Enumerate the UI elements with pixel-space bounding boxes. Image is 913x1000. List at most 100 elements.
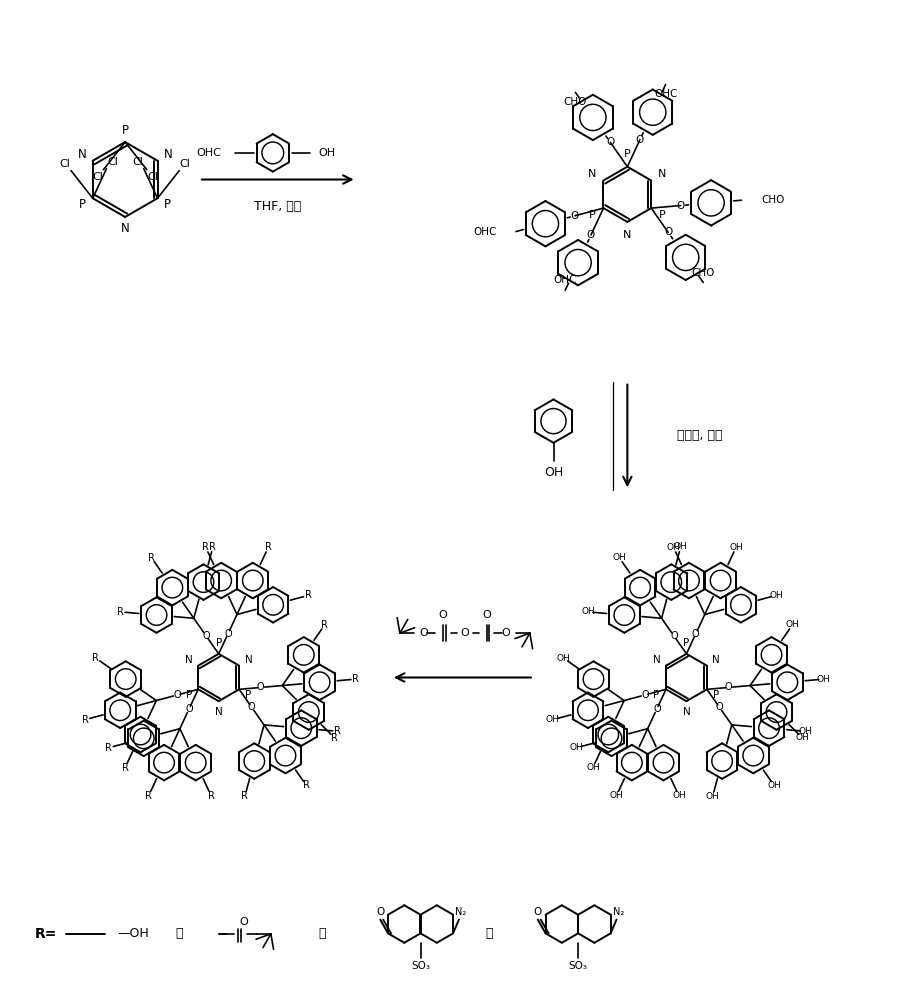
Text: N₂: N₂ xyxy=(613,907,624,917)
Text: P: P xyxy=(164,198,172,211)
Text: O: O xyxy=(653,704,661,714)
Text: OH: OH xyxy=(706,792,719,801)
Text: N: N xyxy=(215,707,223,717)
Text: O: O xyxy=(641,690,649,700)
Text: O: O xyxy=(203,631,210,641)
Text: 环己烷, 回流: 环己烷, 回流 xyxy=(677,429,722,442)
Text: R: R xyxy=(145,791,152,801)
Text: O: O xyxy=(606,137,614,147)
Text: R: R xyxy=(117,607,123,617)
Text: O: O xyxy=(587,230,595,240)
Text: O: O xyxy=(482,610,491,620)
Text: N: N xyxy=(163,148,173,161)
Text: P: P xyxy=(713,690,719,700)
Text: O: O xyxy=(716,702,723,712)
Text: R: R xyxy=(92,653,100,663)
Text: OHC: OHC xyxy=(197,148,222,158)
Text: CHO: CHO xyxy=(691,268,715,278)
Text: OH: OH xyxy=(674,542,687,551)
Text: Cl: Cl xyxy=(59,159,70,169)
Text: O: O xyxy=(635,135,644,145)
Text: O: O xyxy=(725,682,732,692)
Text: OH: OH xyxy=(817,675,831,684)
Text: —OH: —OH xyxy=(117,927,149,940)
Text: R=: R= xyxy=(35,927,57,941)
Text: Cl: Cl xyxy=(180,159,191,169)
Text: R: R xyxy=(321,620,328,630)
Text: R: R xyxy=(265,542,272,552)
Text: O: O xyxy=(185,704,193,714)
Text: OH: OH xyxy=(610,791,624,800)
Text: OH: OH xyxy=(582,607,595,616)
Text: N: N xyxy=(79,148,87,161)
Text: OH: OH xyxy=(672,791,686,800)
Text: O: O xyxy=(376,907,384,917)
Text: OH: OH xyxy=(770,591,783,600)
Text: P: P xyxy=(624,149,631,159)
Text: 或: 或 xyxy=(486,927,493,940)
Text: R: R xyxy=(203,542,209,552)
Text: O: O xyxy=(224,629,232,639)
Text: Cl: Cl xyxy=(147,172,158,182)
Text: P: P xyxy=(121,124,129,137)
Text: P: P xyxy=(654,690,660,700)
Text: OH: OH xyxy=(318,148,335,158)
Text: Cl: Cl xyxy=(92,172,103,182)
Text: 或: 或 xyxy=(175,927,183,940)
Text: OHC: OHC xyxy=(473,227,497,237)
Text: R: R xyxy=(207,791,215,801)
Text: R: R xyxy=(352,674,360,684)
Text: O: O xyxy=(239,917,247,927)
Text: OH: OH xyxy=(570,743,583,752)
Text: N: N xyxy=(121,222,130,235)
Text: N: N xyxy=(245,655,252,665)
Text: OHC: OHC xyxy=(654,89,677,99)
Text: Cl: Cl xyxy=(107,157,118,167)
Text: OH: OH xyxy=(767,781,781,790)
Text: OH: OH xyxy=(613,553,626,562)
Text: O: O xyxy=(502,628,510,638)
Text: OH: OH xyxy=(544,466,563,479)
Text: OH: OH xyxy=(795,733,809,742)
Text: P: P xyxy=(79,198,86,211)
Text: P: P xyxy=(589,210,596,220)
Text: N: N xyxy=(185,655,193,665)
Text: 或: 或 xyxy=(319,927,326,940)
Text: O: O xyxy=(173,690,181,700)
Text: P: P xyxy=(215,638,222,648)
Text: P: P xyxy=(246,690,252,700)
Text: R: R xyxy=(81,715,89,725)
Text: O: O xyxy=(533,907,542,917)
Text: OH: OH xyxy=(586,763,600,772)
Text: R: R xyxy=(334,726,341,736)
Text: R: R xyxy=(121,763,129,773)
Text: O: O xyxy=(439,610,447,620)
Text: R: R xyxy=(105,743,112,753)
Text: THF, 回流: THF, 回流 xyxy=(254,200,301,213)
Text: Cl: Cl xyxy=(132,157,143,167)
Text: N: N xyxy=(624,230,632,240)
Text: O: O xyxy=(571,211,579,221)
Text: N: N xyxy=(712,655,720,665)
Text: OH: OH xyxy=(785,620,799,629)
Text: OHC: OHC xyxy=(553,275,577,285)
Text: O: O xyxy=(670,631,677,641)
Text: N₂: N₂ xyxy=(456,907,467,917)
Text: R: R xyxy=(331,733,338,743)
Text: O: O xyxy=(692,629,699,639)
Text: OH: OH xyxy=(557,654,571,663)
Text: OH: OH xyxy=(546,715,560,724)
Text: OH: OH xyxy=(666,543,680,552)
Text: P: P xyxy=(185,690,192,700)
Text: O: O xyxy=(677,201,685,211)
Text: R: R xyxy=(303,780,310,790)
Text: SO₃: SO₃ xyxy=(411,961,430,971)
Text: SO₃: SO₃ xyxy=(569,961,588,971)
Text: OH: OH xyxy=(729,543,743,552)
Text: R: R xyxy=(305,590,311,600)
Text: R: R xyxy=(148,553,155,563)
Text: O: O xyxy=(247,702,256,712)
Text: CHO: CHO xyxy=(563,97,587,107)
Text: O: O xyxy=(419,628,428,638)
Text: R: R xyxy=(209,542,216,552)
